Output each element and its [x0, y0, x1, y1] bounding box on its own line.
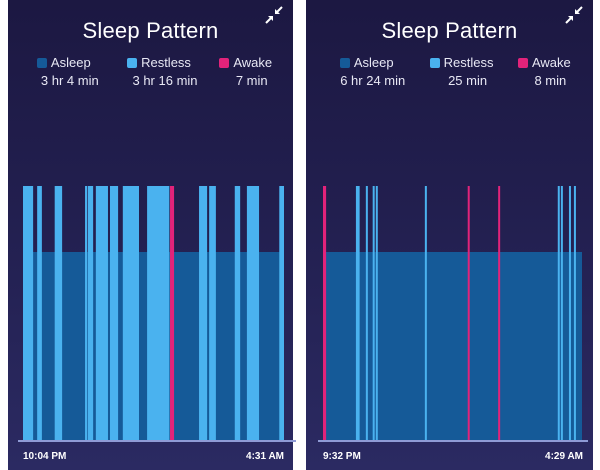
legend-asleep: Asleep 6 hr 24 min	[328, 55, 405, 88]
restless-segment	[147, 186, 170, 440]
awake-segment	[323, 186, 327, 440]
start-time-label: 9:32 PM	[323, 451, 361, 462]
restless-segment	[355, 186, 360, 440]
legend: Asleep 3 hr 4 min Restless 3 hr 16 min Awa…	[8, 55, 293, 88]
restless-segment	[95, 186, 108, 440]
restless-segment	[279, 186, 284, 440]
restless-segment	[234, 186, 241, 440]
legend-value: 7 min	[235, 73, 268, 88]
legend-label: Asleep	[353, 55, 394, 70]
legend-restless: Restless 3 hr 16 min	[120, 55, 198, 88]
asleep-swatch	[36, 57, 47, 68]
restless-segment	[199, 186, 208, 440]
panel-title: Sleep Pattern	[381, 18, 518, 43]
compress-arrows-icon[interactable]	[265, 6, 283, 24]
end-time-label: 4:29 AM	[545, 451, 583, 462]
restless-swatch	[429, 57, 440, 68]
restless-segment	[246, 186, 260, 440]
legend-value: 8 min	[534, 73, 567, 88]
sleep-panel-left: Sleep Pattern Asleep 3 hr 4 min Restless 3…	[8, 0, 296, 470]
sleep-chart-svg	[323, 186, 582, 440]
panel-title: Sleep Pattern	[82, 18, 219, 43]
restless-segment	[372, 186, 375, 440]
legend-label: Restless	[443, 55, 494, 70]
legend: Asleep 6 hr 24 min Restless 25 min Awake 8 …	[306, 55, 593, 88]
restless-segment	[87, 186, 94, 440]
restless-segment	[365, 186, 368, 440]
restless-segment	[122, 186, 139, 440]
awake-swatch	[219, 57, 230, 68]
restless-swatch	[127, 57, 138, 68]
restless-segment	[573, 186, 576, 440]
legend-label: Restless	[141, 55, 191, 70]
restless-segment	[37, 186, 42, 440]
legend-value: 3 hr 4 min	[40, 73, 99, 88]
awake-swatch	[517, 57, 528, 68]
restless-segment	[209, 186, 216, 440]
sleep-chart-svg	[23, 186, 284, 440]
start-time-label: 10:04 PM	[23, 451, 67, 462]
awake-segment	[467, 186, 470, 440]
legend-label: Awake	[233, 55, 273, 70]
asleep-band	[323, 252, 582, 440]
restless-segment	[23, 186, 34, 440]
restless-segment	[557, 186, 560, 440]
restless-segment	[110, 186, 119, 440]
legend-awake: Awake 7 min	[219, 55, 272, 88]
legend-asleep: Asleep 3 hr 4 min	[29, 55, 99, 88]
restless-segment	[424, 186, 427, 440]
legend-value: 25 min	[448, 73, 488, 88]
restless-segment	[568, 186, 571, 440]
legend-label: Asleep	[50, 55, 91, 70]
restless-segment	[85, 186, 88, 440]
sleep-chart	[23, 186, 284, 440]
x-axis-line	[18, 440, 296, 442]
legend-awake: Awake 8 min	[517, 55, 571, 88]
restless-segment	[54, 186, 63, 440]
legend-restless: Restless 25 min	[429, 55, 494, 88]
sleep-chart	[323, 186, 582, 440]
end-time-label: 4:31 AM	[246, 451, 284, 462]
awake-segment	[170, 186, 175, 440]
compress-arrows-icon[interactable]	[565, 6, 583, 24]
restless-segment	[375, 186, 378, 440]
restless-segment	[560, 186, 563, 440]
legend-value: 6 hr 24 min	[340, 73, 406, 88]
asleep-swatch	[339, 57, 350, 68]
legend-label: Awake	[531, 55, 571, 70]
sleep-panel-right: Sleep Pattern Asleep 6 hr 24 min Restless…	[306, 0, 593, 470]
x-axis-line	[318, 440, 588, 442]
legend-value: 3 hr 16 min	[132, 73, 198, 88]
awake-segment	[498, 186, 501, 440]
